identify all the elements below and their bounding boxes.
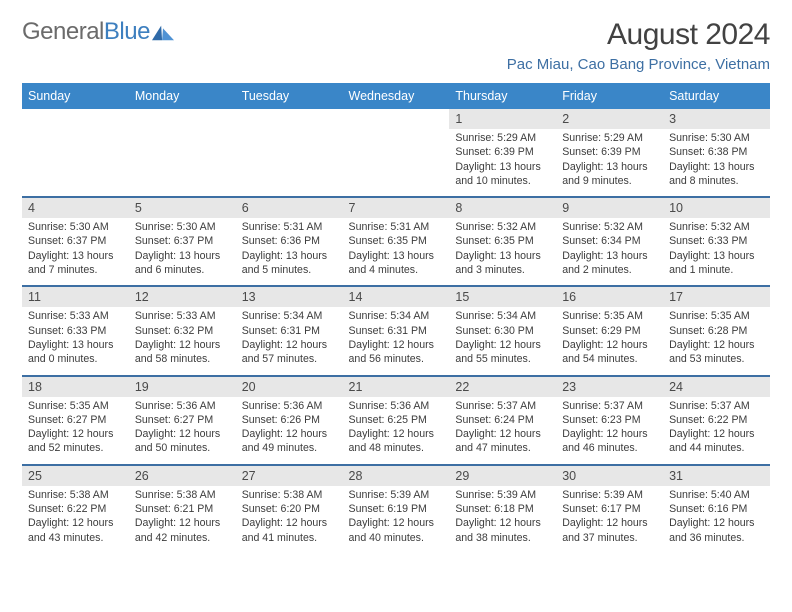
daynum-row: 25262728293031: [22, 465, 770, 486]
day-detail: [129, 129, 236, 197]
day-number: 28: [343, 465, 450, 486]
detail-row: Sunrise: 5:30 AM Sunset: 6:37 PM Dayligh…: [22, 218, 770, 286]
col-monday: Monday: [129, 83, 236, 109]
daynum-row: 45678910: [22, 197, 770, 218]
day-number: 3: [663, 109, 770, 129]
day-number: 16: [556, 286, 663, 307]
day-number: 26: [129, 465, 236, 486]
day-number: 17: [663, 286, 770, 307]
day-number: 6: [236, 197, 343, 218]
day-number: 14: [343, 286, 450, 307]
day-number: 21: [343, 376, 450, 397]
day-number: 5: [129, 197, 236, 218]
day-detail: Sunrise: 5:35 AM Sunset: 6:28 PM Dayligh…: [663, 307, 770, 375]
day-detail: [236, 129, 343, 197]
day-detail: Sunrise: 5:32 AM Sunset: 6:33 PM Dayligh…: [663, 218, 770, 286]
detail-row: Sunrise: 5:38 AM Sunset: 6:22 PM Dayligh…: [22, 486, 770, 553]
day-detail: Sunrise: 5:34 AM Sunset: 6:31 PM Dayligh…: [343, 307, 450, 375]
day-number: 4: [22, 197, 129, 218]
col-thursday: Thursday: [449, 83, 556, 109]
detail-row: Sunrise: 5:29 AM Sunset: 6:39 PM Dayligh…: [22, 129, 770, 197]
location: Pac Miau, Cao Bang Province, Vietnam: [507, 56, 770, 73]
day-detail: Sunrise: 5:29 AM Sunset: 6:39 PM Dayligh…: [449, 129, 556, 197]
day-number: 12: [129, 286, 236, 307]
day-number: 9: [556, 197, 663, 218]
day-detail: Sunrise: 5:35 AM Sunset: 6:29 PM Dayligh…: [556, 307, 663, 375]
day-detail: Sunrise: 5:39 AM Sunset: 6:19 PM Dayligh…: [343, 486, 450, 553]
day-detail: Sunrise: 5:36 AM Sunset: 6:27 PM Dayligh…: [129, 397, 236, 465]
day-number: 25: [22, 465, 129, 486]
day-detail: Sunrise: 5:37 AM Sunset: 6:22 PM Dayligh…: [663, 397, 770, 465]
day-number: 2: [556, 109, 663, 129]
detail-row: Sunrise: 5:35 AM Sunset: 6:27 PM Dayligh…: [22, 397, 770, 465]
day-number: 24: [663, 376, 770, 397]
logo-word1: General: [22, 18, 104, 45]
day-detail: Sunrise: 5:33 AM Sunset: 6:33 PM Dayligh…: [22, 307, 129, 375]
day-number: 13: [236, 286, 343, 307]
day-detail: Sunrise: 5:30 AM Sunset: 6:38 PM Dayligh…: [663, 129, 770, 197]
weekday-header-row: Sunday Monday Tuesday Wednesday Thursday…: [22, 83, 770, 109]
day-number: 29: [449, 465, 556, 486]
day-detail: [22, 129, 129, 197]
day-detail: Sunrise: 5:40 AM Sunset: 6:16 PM Dayligh…: [663, 486, 770, 553]
day-detail: Sunrise: 5:32 AM Sunset: 6:34 PM Dayligh…: [556, 218, 663, 286]
day-detail: Sunrise: 5:38 AM Sunset: 6:22 PM Dayligh…: [22, 486, 129, 553]
day-number: 20: [236, 376, 343, 397]
logo-text: GeneralBlue: [22, 18, 150, 46]
day-detail: Sunrise: 5:29 AM Sunset: 6:39 PM Dayligh…: [556, 129, 663, 197]
day-detail: Sunrise: 5:30 AM Sunset: 6:37 PM Dayligh…: [22, 218, 129, 286]
header: GeneralBlue August 2024 Pac Miau, Cao Ba…: [22, 18, 770, 73]
daynum-row: 11121314151617: [22, 286, 770, 307]
logo-word2: Blue: [104, 18, 150, 45]
calendar-table: Sunday Monday Tuesday Wednesday Thursday…: [22, 83, 770, 553]
day-detail: Sunrise: 5:38 AM Sunset: 6:20 PM Dayligh…: [236, 486, 343, 553]
day-detail: Sunrise: 5:33 AM Sunset: 6:32 PM Dayligh…: [129, 307, 236, 375]
day-number: 1: [449, 109, 556, 129]
day-number: 23: [556, 376, 663, 397]
day-number: 7: [343, 197, 450, 218]
day-number: 31: [663, 465, 770, 486]
day-number: 11: [22, 286, 129, 307]
day-detail: Sunrise: 5:39 AM Sunset: 6:18 PM Dayligh…: [449, 486, 556, 553]
day-detail: Sunrise: 5:32 AM Sunset: 6:35 PM Dayligh…: [449, 218, 556, 286]
detail-row: Sunrise: 5:33 AM Sunset: 6:33 PM Dayligh…: [22, 307, 770, 375]
day-detail: Sunrise: 5:31 AM Sunset: 6:36 PM Dayligh…: [236, 218, 343, 286]
day-detail: Sunrise: 5:36 AM Sunset: 6:26 PM Dayligh…: [236, 397, 343, 465]
day-detail: Sunrise: 5:34 AM Sunset: 6:30 PM Dayligh…: [449, 307, 556, 375]
day-number: 19: [129, 376, 236, 397]
day-detail: Sunrise: 5:37 AM Sunset: 6:23 PM Dayligh…: [556, 397, 663, 465]
day-detail: Sunrise: 5:37 AM Sunset: 6:24 PM Dayligh…: [449, 397, 556, 465]
month-title: August 2024: [507, 18, 770, 52]
day-detail: Sunrise: 5:30 AM Sunset: 6:37 PM Dayligh…: [129, 218, 236, 286]
col-saturday: Saturday: [663, 83, 770, 109]
day-number: 27: [236, 465, 343, 486]
title-block: August 2024 Pac Miau, Cao Bang Province,…: [507, 18, 770, 73]
day-number: 30: [556, 465, 663, 486]
day-detail: Sunrise: 5:38 AM Sunset: 6:21 PM Dayligh…: [129, 486, 236, 553]
day-number: [22, 109, 129, 129]
day-detail: Sunrise: 5:36 AM Sunset: 6:25 PM Dayligh…: [343, 397, 450, 465]
logo: GeneralBlue: [22, 18, 174, 46]
day-number: [236, 109, 343, 129]
day-detail: [343, 129, 450, 197]
day-detail: Sunrise: 5:34 AM Sunset: 6:31 PM Dayligh…: [236, 307, 343, 375]
day-detail: Sunrise: 5:31 AM Sunset: 6:35 PM Dayligh…: [343, 218, 450, 286]
day-detail: Sunrise: 5:35 AM Sunset: 6:27 PM Dayligh…: [22, 397, 129, 465]
col-tuesday: Tuesday: [236, 83, 343, 109]
logo-triangle-icon: [152, 23, 174, 41]
day-number: 10: [663, 197, 770, 218]
day-number: 22: [449, 376, 556, 397]
day-number: 15: [449, 286, 556, 307]
col-sunday: Sunday: [22, 83, 129, 109]
daynum-row: 18192021222324: [22, 376, 770, 397]
col-wednesday: Wednesday: [343, 83, 450, 109]
day-number: 18: [22, 376, 129, 397]
day-number: 8: [449, 197, 556, 218]
daynum-row: 123: [22, 109, 770, 129]
col-friday: Friday: [556, 83, 663, 109]
day-number: [129, 109, 236, 129]
day-detail: Sunrise: 5:39 AM Sunset: 6:17 PM Dayligh…: [556, 486, 663, 553]
day-number: [343, 109, 450, 129]
